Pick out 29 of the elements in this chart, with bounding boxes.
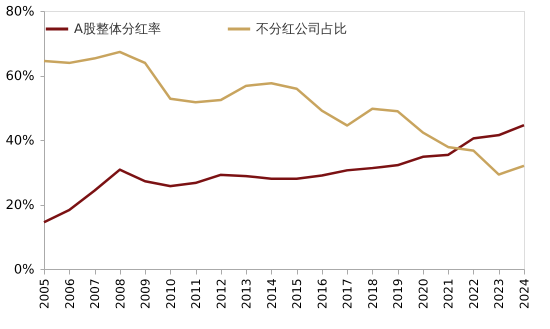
x-tick-label: 2005 xyxy=(38,278,52,310)
x-tick-label: 2014 xyxy=(264,278,279,310)
x-tick-label: 2016 xyxy=(315,278,330,310)
y-tick-label: 0% xyxy=(14,262,34,278)
y-tick-label: 80% xyxy=(6,4,34,20)
x-tick-label: 2018 xyxy=(366,278,380,310)
x-tick-label: 2012 xyxy=(214,278,228,310)
x-tick-label: 2024 xyxy=(518,278,532,310)
y-tick-label: 40% xyxy=(6,134,34,148)
x-tick-label: 2006 xyxy=(62,278,77,310)
legend-label: 不分红公司占比 xyxy=(256,22,347,37)
x-tick-label: 2015 xyxy=(290,278,304,310)
x-tick-label: 2020 xyxy=(416,278,430,310)
y-tick-label: 20% xyxy=(6,198,34,213)
x-tick-label: 2021 xyxy=(442,278,456,310)
x-tick-label: 2022 xyxy=(466,278,481,310)
x-tick-label: 2007 xyxy=(88,278,102,310)
x-tick-label: 2017 xyxy=(340,278,355,310)
x-tick-label: 2008 xyxy=(113,278,128,310)
line-series xyxy=(42,50,526,176)
legend-label: A股整体分红率 xyxy=(74,21,161,37)
x-tick-label: 2023 xyxy=(492,278,506,310)
x-tick-label: 2013 xyxy=(240,278,254,310)
x-tick-label: 2010 xyxy=(164,278,178,310)
x-tick-label: 2011 xyxy=(189,278,204,310)
line-series xyxy=(42,124,526,224)
y-tick-label: 60% xyxy=(6,69,34,84)
x-tick-label: 2009 xyxy=(138,278,153,310)
x-tick-label: 2019 xyxy=(391,278,406,310)
